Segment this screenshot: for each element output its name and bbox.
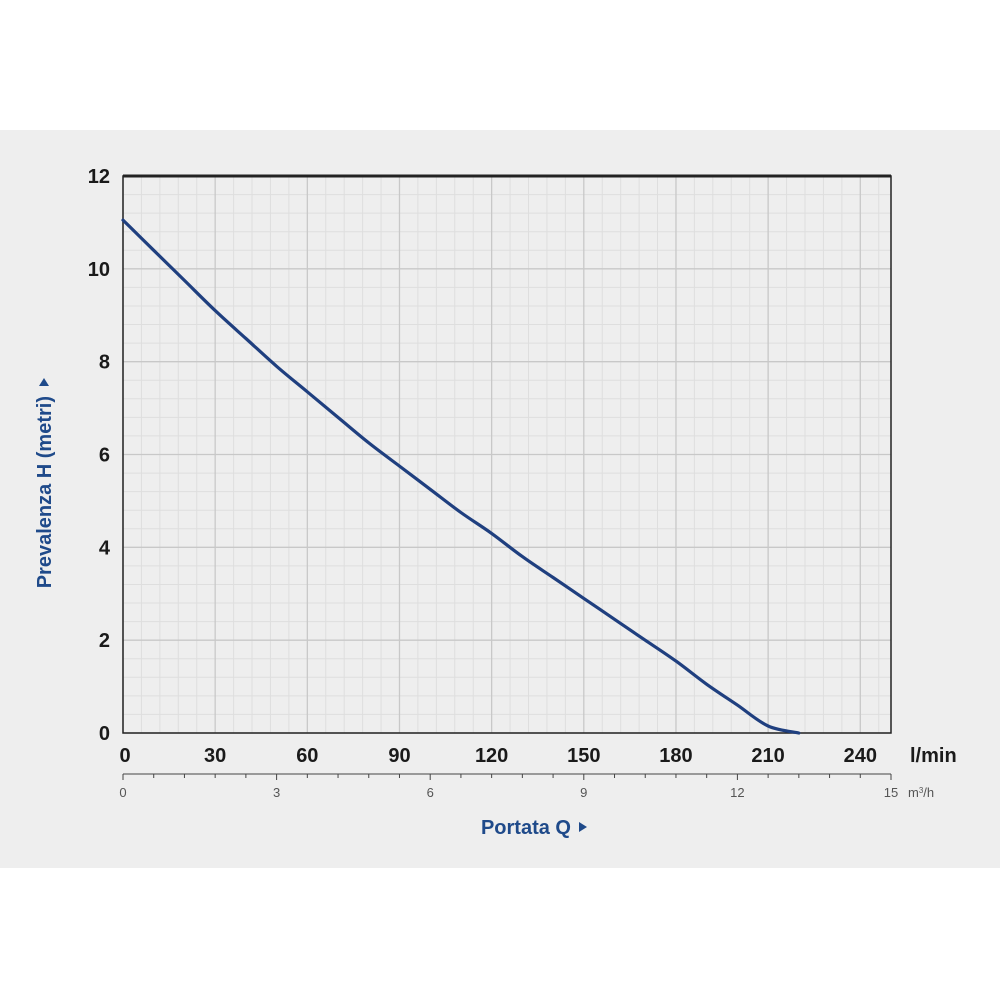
secondary-x-axis xyxy=(122,773,892,780)
x2-tick-label: 9 xyxy=(580,785,587,800)
y-tick-label: 8 xyxy=(99,352,110,374)
y-tick-label: 12 xyxy=(88,166,110,188)
x-unit-label-lmin: l/min xyxy=(910,745,957,767)
x-tick-label: 240 xyxy=(844,745,877,767)
x-tick-label: 30 xyxy=(204,745,226,767)
head-flow-curve xyxy=(121,218,801,735)
y-tick-label: 4 xyxy=(99,537,111,559)
y-tick-label: 6 xyxy=(99,445,110,467)
x-unit-label-m3h: m3/h xyxy=(908,785,934,800)
y-axis-title-group: Prevalenza H (metri) xyxy=(34,378,56,588)
curve-series xyxy=(121,218,801,735)
y-axis-arrow-icon xyxy=(39,378,49,386)
x-tick-label: 0 xyxy=(119,745,130,767)
x-axis-title: Portata Q xyxy=(481,817,571,839)
major-grid xyxy=(122,175,891,734)
pump-curve-chart: 0 2 4 6 8 10 12 0 30 60 90 120 150 180 210 240 0 3 6 9 12 1… xyxy=(34,166,957,839)
x-tick-labels-lmin: 0 30 60 90 120 150 180 210 240 xyxy=(119,745,877,767)
x-tick-label: 90 xyxy=(388,745,410,767)
y-tick-label: 2 xyxy=(99,630,110,652)
x2-tick-label: 6 xyxy=(427,785,434,800)
x2-tick-label: 3 xyxy=(273,785,280,800)
x-tick-label: 150 xyxy=(567,745,600,767)
x2-tick-label: 12 xyxy=(730,785,744,800)
x-tick-labels-m3h: 0 3 6 9 12 15 xyxy=(119,785,898,800)
x-tick-label: 60 xyxy=(296,745,318,767)
x-axis-arrow-icon xyxy=(579,822,587,832)
x-axis-title-group: Portata Q xyxy=(481,817,587,839)
x2-tick-label: 0 xyxy=(119,785,126,800)
x-tick-label: 180 xyxy=(659,745,692,767)
y-axis-title: Prevalenza H (metri) xyxy=(34,396,56,588)
x2-tick-label: 15 xyxy=(884,785,898,800)
x-tick-label: 120 xyxy=(475,745,508,767)
x-tick-label: 210 xyxy=(751,745,784,767)
y-tick-label: 10 xyxy=(88,259,110,281)
y-tick-label: 0 xyxy=(99,723,110,745)
chart-panel: 0 2 4 6 8 10 12 0 30 60 90 120 150 180 210 240 0 3 6 9 12 1… xyxy=(0,130,1000,868)
y-tick-labels: 0 2 4 6 8 10 12 xyxy=(88,166,111,745)
